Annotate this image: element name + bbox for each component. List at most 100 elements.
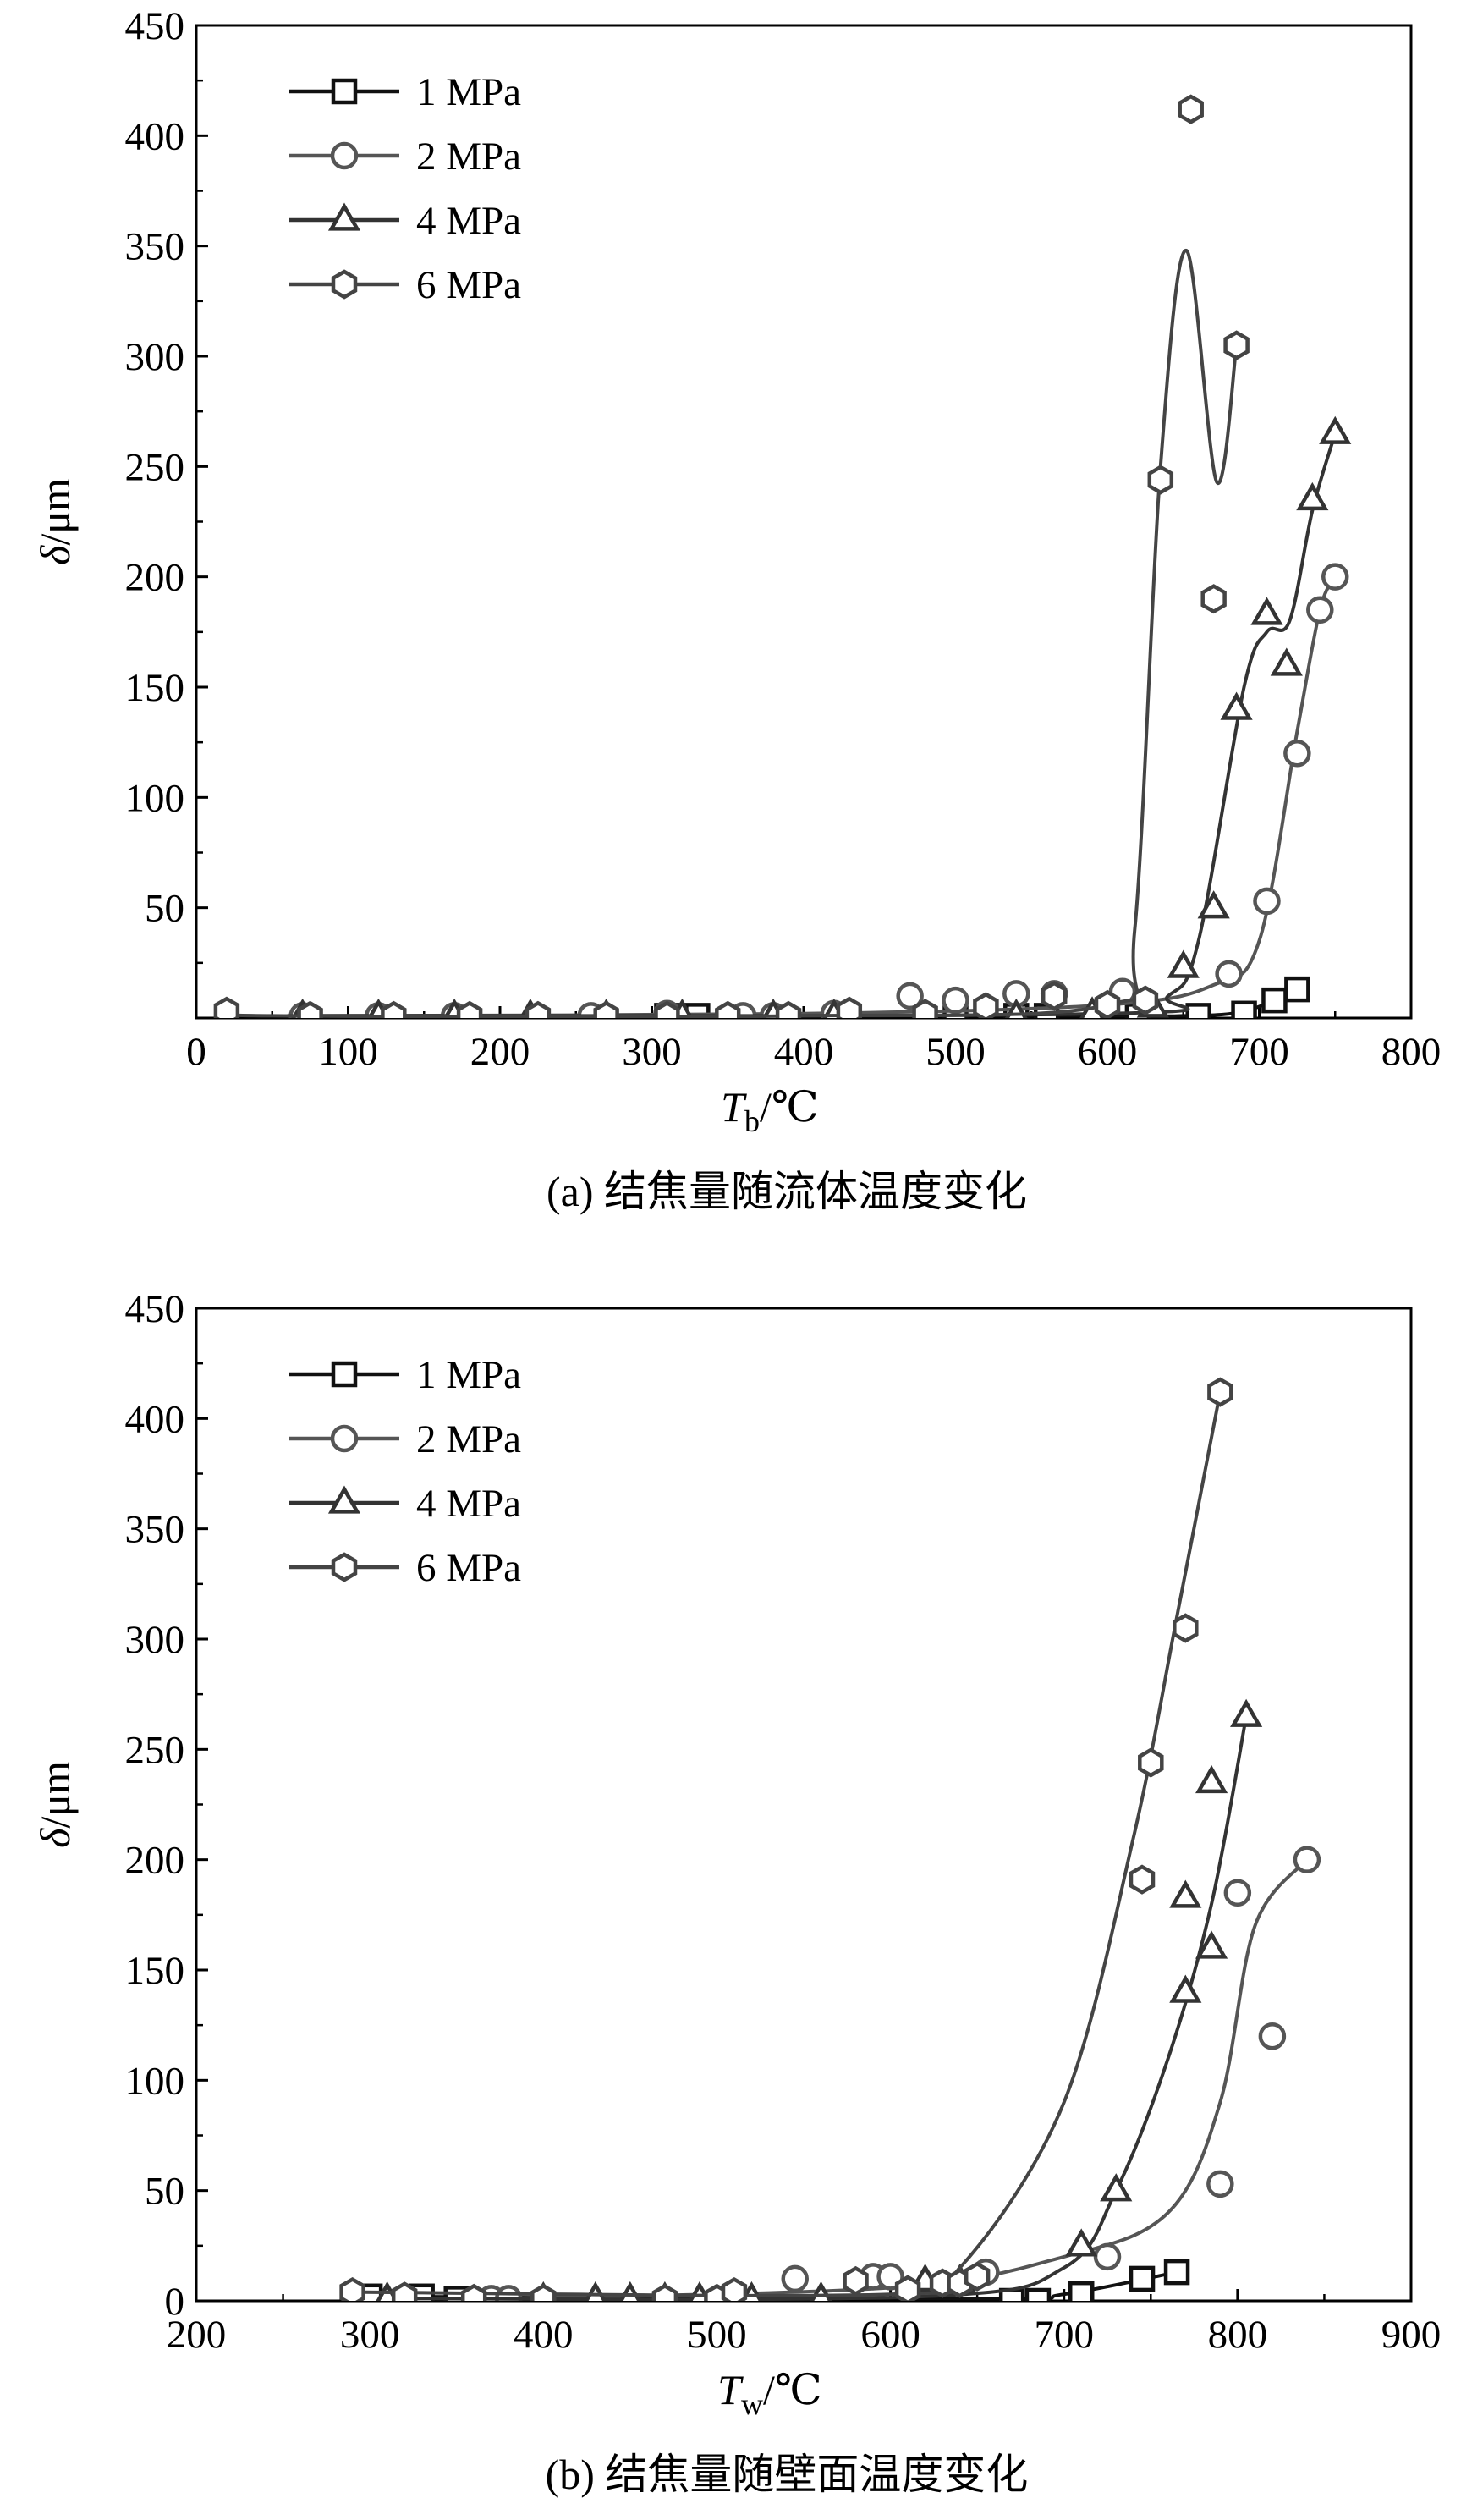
series-curve (214, 248, 1239, 1018)
data-point (843, 2265, 869, 2297)
y-origin-tick-label: 0 (165, 2280, 185, 2324)
data-point (998, 2287, 1025, 2301)
data-point (1195, 1930, 1228, 1959)
data-point (391, 2281, 418, 2301)
x-tick-label: 500 (925, 1030, 986, 1074)
data-point (381, 1000, 407, 1018)
data-point (1321, 563, 1349, 591)
y-axis-label: δ/μm (31, 478, 79, 565)
legend-marker (331, 1552, 358, 1582)
data-point (775, 1000, 802, 1018)
y-tick-label: 250 (125, 1728, 185, 1772)
legend: 1 MPa 2 MPa 4 MPa 6 MPa (289, 1353, 521, 1590)
data-point (1283, 739, 1311, 768)
x-tick-label: 200 (470, 1030, 530, 1074)
data-point (836, 996, 863, 1018)
data-point (896, 982, 924, 1010)
data-point (1065, 2228, 1098, 2257)
x-tick-label: 700 (1229, 1030, 1289, 1074)
x-tick-label: 200 (167, 2313, 227, 2357)
data-point (1094, 989, 1121, 1018)
y-tick-label: 350 (125, 225, 185, 269)
y-tick-label: 200 (125, 1839, 185, 1883)
legend-marker (330, 1424, 359, 1453)
series-curve (491, 1858, 1309, 2301)
data-point (912, 999, 938, 1018)
legend-label: 6 MPa (416, 263, 521, 307)
data-point (1261, 987, 1288, 1014)
data-point (1200, 584, 1227, 614)
data-point (1296, 481, 1329, 511)
x-tick-label: 800 (1208, 2313, 1268, 2357)
y-axis-label: δ/μm (31, 1761, 79, 1848)
data-point (297, 1000, 323, 1018)
x-tick-label: 0 (186, 1030, 206, 1074)
x-tick-label: 300 (622, 1030, 682, 1074)
chart-panel-a: 0 100 200 300 400 500 600 700 800 50 100 150 200 250 3… (0, 0, 1461, 1257)
x-tick-label: 800 (1381, 1030, 1442, 1074)
y-tick-label: 400 (125, 114, 185, 158)
y-tick-label: 50 (145, 887, 184, 931)
plot-area (213, 94, 1352, 1018)
legend-marker (327, 202, 361, 231)
data-point (1169, 1974, 1202, 2003)
x-tick-label: 300 (340, 2313, 400, 2357)
data-point (1220, 691, 1253, 720)
legend-marker (327, 1485, 361, 1514)
data-point (1230, 1698, 1263, 1727)
x-tick-label: 400 (514, 2313, 574, 2357)
y-tick-label: 300 (125, 335, 185, 379)
data-point (1163, 2259, 1190, 2286)
data-point (1185, 1003, 1211, 1018)
series-curve (287, 575, 1337, 1018)
y-tick-label: 100 (125, 2059, 185, 2103)
legend-marker (331, 269, 358, 300)
data-point (1132, 985, 1159, 1015)
data-point (1147, 465, 1174, 495)
data-point (339, 2277, 365, 2301)
y-tick-label: 150 (125, 1949, 185, 1993)
y-tick-label: 450 (125, 4, 185, 48)
data-point (1197, 890, 1230, 919)
y-tick-label: 300 (125, 1618, 185, 1662)
y-tick-label: 450 (125, 1287, 185, 1331)
x-tick-label: 600 (1078, 1030, 1138, 1074)
data-point (721, 2276, 748, 2301)
data-point (1178, 94, 1204, 124)
data-point (1284, 976, 1310, 1003)
series-4-mpa (376, 1698, 1263, 2301)
chart-panel-b: 200 300 400 500 600 700 800 900 50 100 150 200 250 30… (0, 1257, 1461, 2516)
data-point (1207, 1377, 1233, 1407)
data-point (1169, 1879, 1202, 1908)
data-point (781, 2264, 809, 2293)
data-point (1138, 1747, 1164, 1778)
plot-frame (195, 24, 1413, 1020)
origin-tick-label: 0 (186, 1030, 206, 1074)
x-tick-label: 100 (318, 1030, 378, 1074)
data-point (1167, 949, 1200, 978)
y-tick-label: 150 (125, 666, 185, 710)
data-point (1250, 597, 1283, 625)
data-point (1129, 1864, 1156, 1895)
series-2-mpa (477, 1846, 1321, 2301)
legend-label: 1 MPa (416, 70, 521, 114)
y-tick-label: 400 (125, 1397, 185, 1441)
data-point (1129, 2265, 1156, 2292)
y-tick-label: 350 (125, 1508, 185, 1552)
data-point (1024, 2287, 1052, 2301)
series-curve (387, 1715, 1249, 2301)
x-axis-label: Tb/℃ (721, 1083, 819, 1138)
data-point (1215, 960, 1243, 988)
plot-frame (195, 1307, 1413, 2303)
y-tick-label: 100 (125, 776, 185, 820)
legend-label: 1 MPa (416, 1353, 521, 1397)
data-point (530, 2283, 557, 2301)
data-point (1173, 1613, 1199, 1643)
x-tick-label: 600 (860, 2313, 920, 2357)
series-4-mpa (287, 415, 1352, 1018)
data-point (1100, 2173, 1133, 2202)
x-tick-label: 500 (687, 2313, 747, 2357)
data-point (715, 1000, 741, 1018)
y-tick-label: 250 (125, 445, 185, 489)
legend-marker (330, 141, 359, 170)
